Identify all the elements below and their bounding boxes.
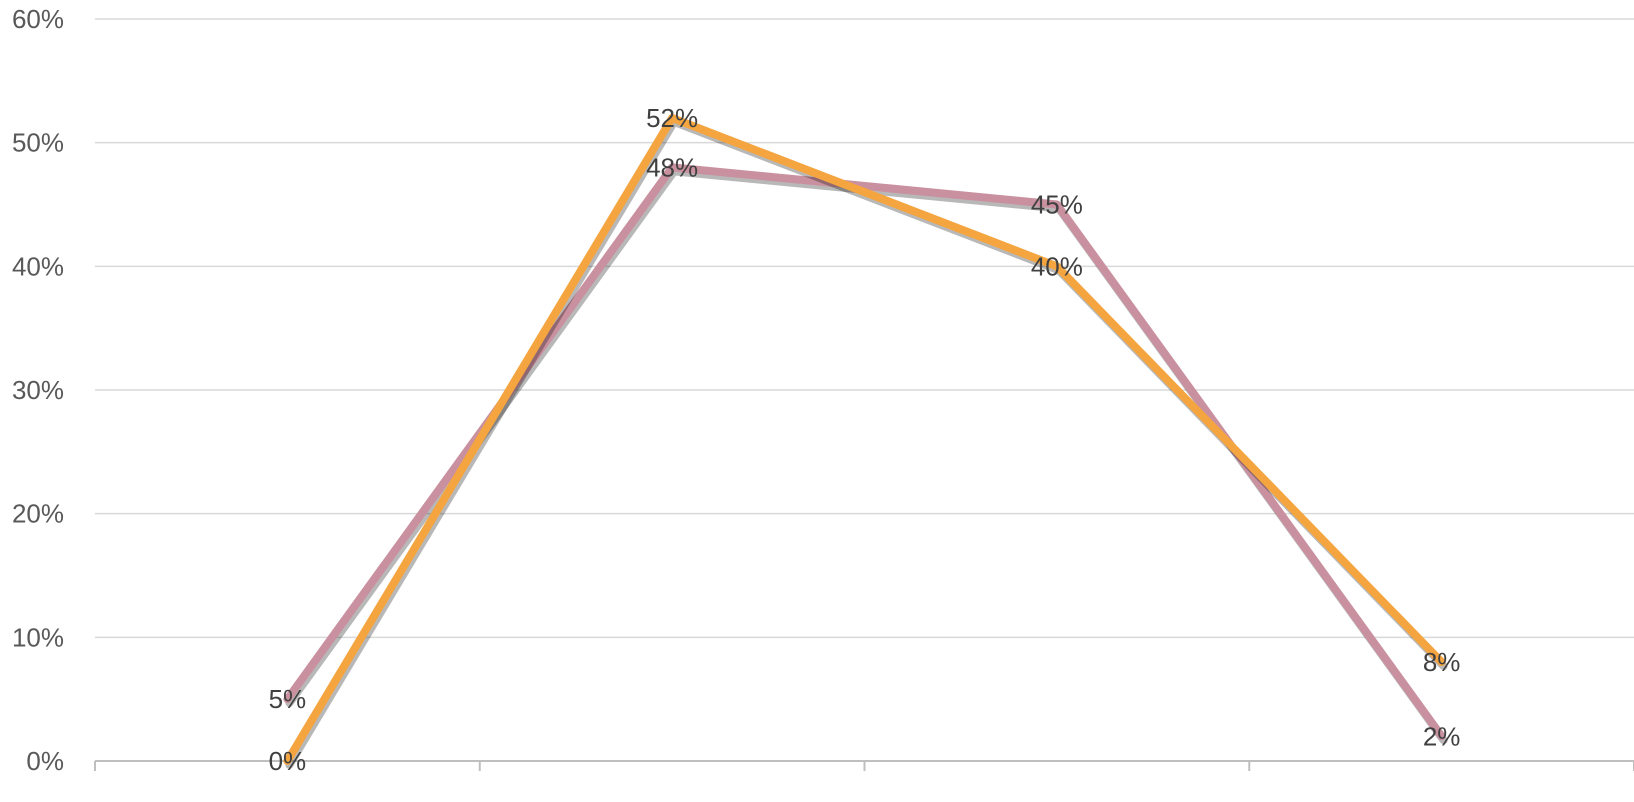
y-tick-label: 50%	[12, 128, 64, 158]
data-label: 40%	[1031, 251, 1083, 281]
series-lines	[283, 113, 1448, 769]
data-labels: 5% 48% 45% 2% 0% 52% 40% 8%	[269, 103, 1461, 776]
data-label: 45%	[1031, 190, 1083, 220]
gridlines	[95, 18, 1634, 639]
series-2-line	[283, 113, 1446, 765]
data-label: 5%	[269, 684, 307, 714]
y-tick-label: 30%	[12, 375, 64, 405]
data-label: 8%	[1423, 647, 1461, 677]
y-axis-ticks: 0% 10% 20% 30% 40% 50% 60%	[12, 4, 64, 776]
y-tick-label: 60%	[12, 4, 64, 34]
x-axis	[94, 760, 1634, 771]
y-tick-label: 0%	[26, 746, 64, 776]
y-tick-label: 40%	[12, 251, 64, 281]
series-1-line	[283, 163, 1446, 741]
data-label: 48%	[646, 152, 698, 182]
y-tick-label: 10%	[12, 622, 64, 652]
y-tick-label: 20%	[12, 499, 64, 529]
data-label: 2%	[1423, 721, 1461, 751]
series-2-shadow	[285, 117, 1448, 769]
data-label: 0%	[269, 746, 307, 776]
data-label: 52%	[646, 103, 698, 133]
